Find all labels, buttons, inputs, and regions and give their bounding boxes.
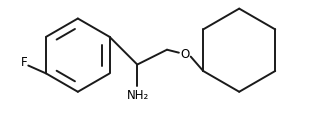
- Text: O: O: [180, 48, 189, 61]
- Text: F: F: [21, 56, 28, 69]
- Text: NH₂: NH₂: [127, 89, 149, 102]
